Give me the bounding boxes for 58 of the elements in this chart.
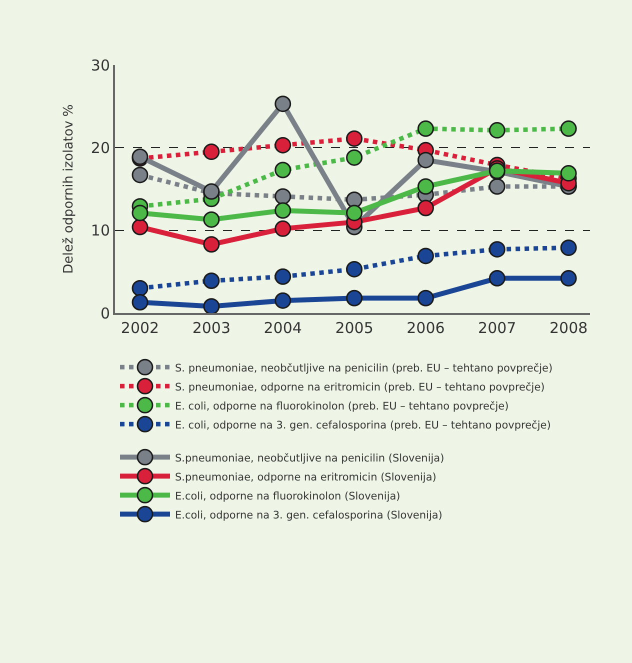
- point: [132, 280, 148, 296]
- legend-label: E. coli, odporne na 3. gen. cefalosporina (preb. EU – tehtano povprečje): [175, 419, 551, 432]
- point: [417, 178, 434, 195]
- point: [203, 298, 220, 313]
- point: [417, 152, 434, 168]
- point: [417, 120, 434, 137]
- legend-label: S. pneumoniae, neobčutljive na penicilin (preb. EU – tehtano povprečje): [175, 362, 553, 374]
- point: [132, 218, 148, 236]
- legend-label: E. coli, odporne na fluorokinolon (preb. EU – tehtano povprečje): [175, 400, 509, 412]
- point: [346, 204, 363, 222]
- point: [488, 241, 506, 258]
- point: [346, 130, 363, 147]
- x-tick-label: 2002: [120, 319, 160, 337]
- point: [346, 260, 363, 278]
- point: [560, 165, 577, 182]
- y-tick-label: 30: [90, 56, 110, 74]
- point: [274, 162, 292, 178]
- legend-label: S.pneumoniae, neobčutljive na penicilin (Slovenija): [175, 452, 444, 464]
- point: [132, 166, 148, 184]
- legend-label: S. pneumoniae, odporne na eritromicin (preb. EU – tehtano povprečje): [175, 381, 545, 394]
- point: [274, 292, 292, 309]
- point: [346, 149, 363, 166]
- x-tick-label: 2005: [335, 319, 374, 337]
- point: [132, 204, 148, 222]
- legend-label: S.pneumoniae, odporne na eritromicin (Slovenija): [175, 471, 436, 484]
- point: [488, 122, 506, 139]
- point: [203, 236, 220, 253]
- point: [417, 200, 434, 216]
- x-tick-label: 2008: [549, 319, 588, 337]
- point: [346, 290, 363, 306]
- point: [560, 120, 577, 137]
- y-axis-title: Delež odpornih izolatov %: [61, 104, 76, 274]
- point: [132, 294, 148, 310]
- point: [560, 270, 577, 287]
- point: [346, 192, 363, 208]
- point: [274, 136, 292, 154]
- point: [560, 239, 577, 256]
- point: [488, 270, 506, 287]
- point: [274, 188, 292, 205]
- point: [203, 144, 220, 160]
- y-tick-label: 10: [90, 222, 110, 240]
- legend-label: E.coli, odporne na 3. gen. cefalosporina (Slovenija): [175, 509, 442, 522]
- point: [274, 268, 292, 285]
- point: [203, 211, 220, 228]
- legend-label: E.coli, odporne na fluorokinolon (Slovenija): [175, 490, 400, 502]
- point: [417, 290, 434, 306]
- point: [417, 248, 434, 264]
- x-tick-label: 2006: [406, 319, 445, 337]
- x-tick-label: 2007: [478, 319, 516, 337]
- y-tick-label: 0: [100, 304, 110, 322]
- point: [203, 272, 220, 290]
- x-tick-label: 2004: [264, 319, 302, 337]
- y-tick-label: 20: [90, 138, 110, 157]
- point: [274, 220, 292, 237]
- x-tick-label: 2003: [192, 319, 231, 337]
- point: [274, 202, 292, 219]
- point: [274, 96, 292, 112]
- point: [488, 178, 506, 195]
